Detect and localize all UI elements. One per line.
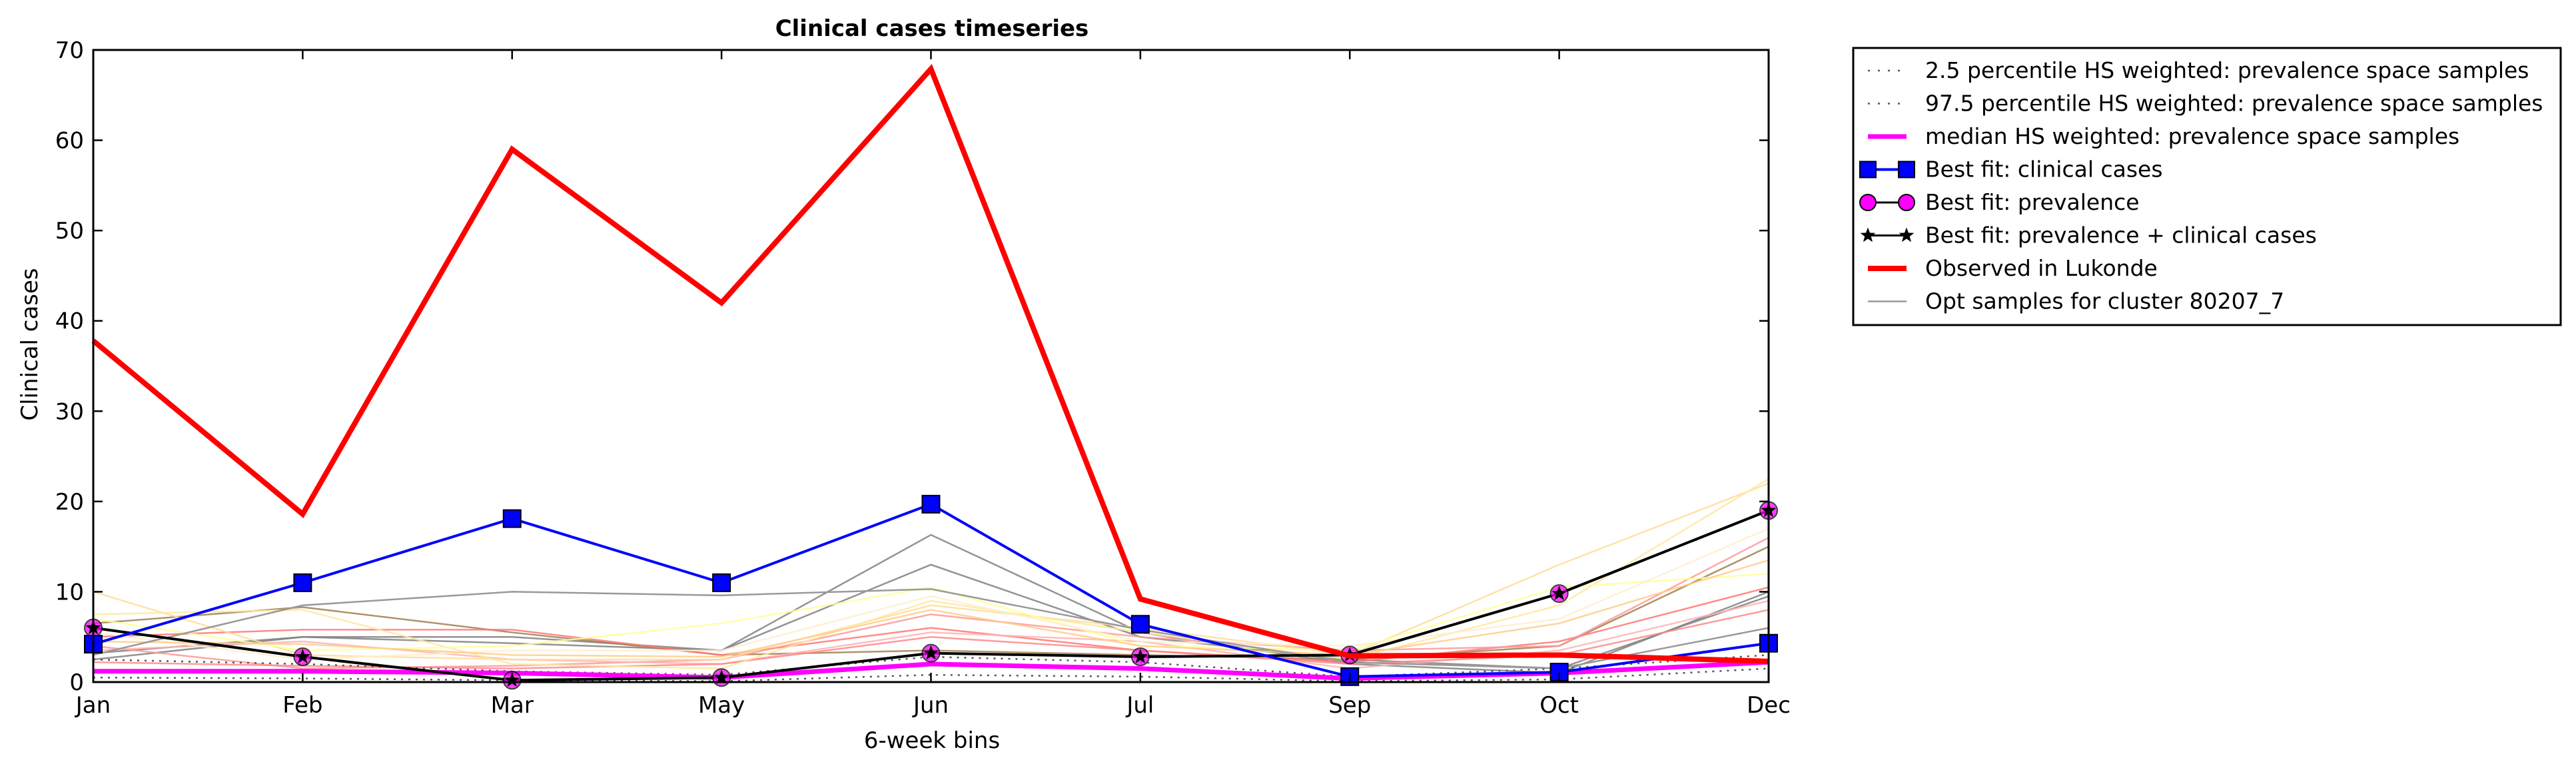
x-tick-label: Sep	[1328, 692, 1371, 719]
legend-item: median HS weighted: prevalence space sam…	[1868, 123, 2459, 149]
sample-line-5	[93, 536, 1769, 669]
point-best-fit-clinical	[502, 509, 522, 528]
x-tick-label: Jul	[1125, 692, 1154, 719]
legend-label: 97.5 percentile HS weighted: prevalence …	[1925, 91, 2543, 117]
x-tick-label: Oct	[1539, 692, 1579, 719]
y-tick-label: 70	[55, 37, 84, 64]
sample-line-11	[93, 528, 1769, 661]
legend-item: 2.5 percentile HS weighted: prevalence s…	[1868, 57, 2529, 83]
x-tick-label: May	[698, 692, 745, 719]
sample-line-10	[93, 573, 1769, 651]
legend-label: median HS weighted: prevalence space sam…	[1925, 123, 2459, 149]
y-tick-label: 30	[55, 398, 84, 425]
y-axis-label: Clinical cases	[17, 268, 43, 420]
y-tick-label: 0	[69, 669, 84, 696]
series-line-observed	[91, 63, 1769, 664]
chart-title: Clinical cases timeseries	[775, 15, 1089, 42]
point-best-fit-clinical	[712, 573, 731, 592]
series-line-percentile-97-5	[93, 654, 1769, 678]
point-best-fit-combined	[1551, 585, 1567, 600]
x-axis-label: 6-week bins	[864, 727, 1000, 754]
point-best-fit-combined	[1132, 649, 1148, 663]
x-tick-label: Feb	[282, 692, 322, 719]
legend-item: 97.5 percentile HS weighted: prevalence …	[1868, 91, 2543, 117]
legend-label: Best fit: clinical cases	[1925, 157, 2163, 183]
legend-item: Best fit: prevalence + clinical cases	[1860, 222, 2317, 248]
sample-line-4	[93, 586, 1769, 663]
x-tick-label: Jun	[912, 692, 949, 719]
legend-label: Best fit: prevalence + clinical cases	[1925, 222, 2317, 248]
x-tick-label: Mar	[491, 692, 534, 719]
sample-line-12	[93, 559, 1769, 658]
sample-line-2	[93, 564, 1769, 669]
point-best-fit-clinical	[293, 573, 312, 592]
legend-marker	[1860, 227, 1876, 242]
legend-label: Best fit: prevalence	[1925, 189, 2140, 215]
plot-area: 0 10 20 30 40 50 60 70 Jan Feb Mar May Jun Jul Sep Oct D…	[55, 37, 1791, 719]
series-line-percentile-2-5	[93, 667, 1769, 682]
y-tick-label: 10	[55, 579, 84, 605]
point-best-fit-combined	[294, 649, 310, 663]
legend-label: Opt samples for cluster 80207_7	[1925, 288, 2284, 314]
legend-item: Opt samples for cluster 80207_7	[1868, 288, 2284, 314]
y-tick-label: 40	[55, 308, 84, 335]
legend-item: Best fit: prevalence	[1859, 189, 2140, 215]
legend-label: Observed in Lukonde	[1925, 255, 2158, 281]
y-tick-label: 50	[55, 218, 84, 244]
legend: 2.5 percentile HS weighted: prevalence s…	[1852, 47, 2562, 326]
x-tick-label: Dec	[1747, 692, 1791, 719]
legend-marker	[1898, 194, 1915, 211]
legend-label: 2.5 percentile HS weighted: prevalence s…	[1925, 57, 2529, 83]
legend-marker	[1898, 161, 1915, 179]
sample-line-1	[93, 534, 1769, 674]
series-line-opt-samples	[93, 588, 1769, 669]
x-tick-label: Jan	[75, 692, 111, 719]
legend-marker	[1859, 161, 1877, 179]
legend-marker	[1899, 227, 1915, 242]
legend-box	[1852, 47, 2562, 326]
sample-line-9	[93, 478, 1769, 669]
point-best-fit-combined	[923, 645, 939, 660]
legend-marker	[1859, 194, 1877, 211]
y-tick-label: 20	[55, 489, 84, 516]
point-best-fit-clinical	[921, 494, 941, 514]
point-best-fit-clinical	[1130, 615, 1150, 634]
y-tick-label: 60	[55, 128, 84, 155]
legend-item: Observed in Lukonde	[1868, 255, 2158, 281]
legend-item: Best fit: clinical cases	[1859, 157, 2163, 183]
